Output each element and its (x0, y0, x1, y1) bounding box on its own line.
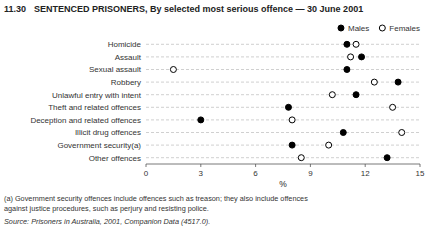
x-tick-label: 15 (416, 169, 425, 178)
dot (390, 104, 396, 110)
dot (395, 79, 401, 85)
dot (384, 155, 390, 161)
dot (289, 117, 295, 123)
grid-line (146, 145, 420, 146)
grid-line (146, 157, 420, 158)
category-label: Illicit drug offences (75, 128, 141, 137)
dot (326, 142, 332, 148)
dot (371, 79, 377, 85)
x-tick (420, 164, 421, 167)
dot (348, 54, 354, 60)
dot (353, 41, 359, 47)
grid-line (146, 94, 420, 95)
category-label: Other offences (89, 154, 141, 163)
chart: 11.30 SENTENCED PRISONERS, By selected mo… (0, 0, 434, 246)
category-label: Sexual assault (89, 65, 142, 74)
grid-line (146, 119, 420, 120)
dot (170, 67, 176, 73)
x-tick (146, 164, 147, 167)
dot (344, 41, 350, 47)
category-label: Theft and related offences (48, 103, 141, 112)
legend-label: Females (389, 24, 420, 33)
legend-marker (338, 25, 344, 31)
background (0, 0, 434, 246)
marks (170, 41, 404, 160)
category-label: Government security(a) (57, 141, 141, 150)
dot (285, 104, 291, 110)
dot (198, 117, 204, 123)
x-tick (365, 164, 366, 167)
footnote: against justice procedures, such as perj… (4, 204, 209, 213)
dot (340, 130, 346, 136)
x-tick-label: 12 (361, 169, 370, 178)
x-tick-label: 3 (199, 169, 204, 178)
x-axis (146, 164, 420, 165)
category-label: Unlawful entry with intent (52, 91, 142, 100)
dot (298, 155, 304, 161)
dot (289, 142, 295, 148)
dot (344, 67, 350, 73)
legend-label: Males (348, 24, 369, 33)
title-number: 11.30 (4, 4, 26, 14)
grid-line (146, 132, 420, 133)
dot (399, 130, 405, 136)
grid-line (146, 44, 420, 45)
grid-line (146, 56, 420, 57)
dot (353, 92, 359, 98)
x-tick-label: 6 (253, 169, 258, 178)
footnote: (a) Government security offences include… (4, 194, 308, 203)
source: Source: Prisoners in Australia, 2001, Co… (4, 217, 210, 226)
dot (359, 54, 365, 60)
grid-line (146, 69, 420, 70)
x-tick (200, 164, 201, 167)
x-axis-label: % (279, 179, 287, 189)
grid-line (146, 82, 420, 83)
dot (329, 92, 335, 98)
x-tick-label: 9 (308, 169, 313, 178)
title: SENTENCED PRISONERS, By selected most se… (34, 4, 363, 14)
x-tick (310, 164, 311, 167)
category-label: Deception and related offences (30, 116, 141, 125)
legend-marker (379, 25, 385, 31)
category-label: Assault (115, 53, 142, 62)
legend: Females Males (338, 24, 420, 33)
category-label: Robbery (111, 78, 141, 87)
grid-line (146, 107, 420, 108)
x-tick-label: 0 (144, 169, 149, 178)
x-tick (255, 164, 256, 167)
category-label: Homicide (108, 40, 142, 49)
